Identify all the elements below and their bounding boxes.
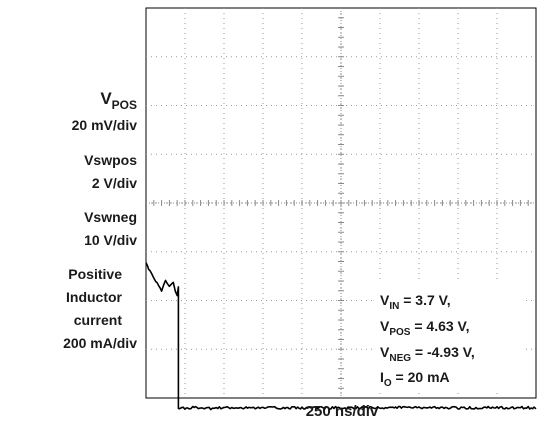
condition-vin: VIN = 3.7 V, xyxy=(380,292,451,312)
inductor-label-line-1: Positive xyxy=(68,266,122,282)
inductor-label-line-3: current xyxy=(74,312,123,328)
vpos-label: VPOS xyxy=(100,89,137,112)
vswpos-label: Vswpos xyxy=(84,152,137,168)
conditions-background xyxy=(376,282,522,390)
vswneg-label: Vswneg xyxy=(84,209,137,225)
condition-io: IO = 20 mA xyxy=(380,369,450,389)
inductor-label-line-2: Inductor xyxy=(66,289,123,305)
condition-vneg: VNEG = -4.93 V, xyxy=(380,344,475,364)
trace-series-0 xyxy=(145,262,537,411)
test-conditions: VIN = 3.7 V, VPOS = 4.63 V, VNEG = -4.93… xyxy=(376,282,522,390)
vpos-scale-label: 20 mV/div xyxy=(72,117,138,133)
channel-labels: VPOS 20 mV/div Vswpos 2 V/div Vswneg 10 … xyxy=(63,89,137,351)
waveform-traces xyxy=(145,262,537,411)
time-scale-label: 250 ns/div xyxy=(306,403,379,420)
vswpos-scale-label: 2 V/div xyxy=(92,175,137,191)
inductor-scale-label: 200 mA/div xyxy=(63,335,137,351)
condition-vpos: VPOS = 4.63 V, xyxy=(380,318,470,338)
vswneg-scale-label: 10 V/div xyxy=(84,232,137,248)
